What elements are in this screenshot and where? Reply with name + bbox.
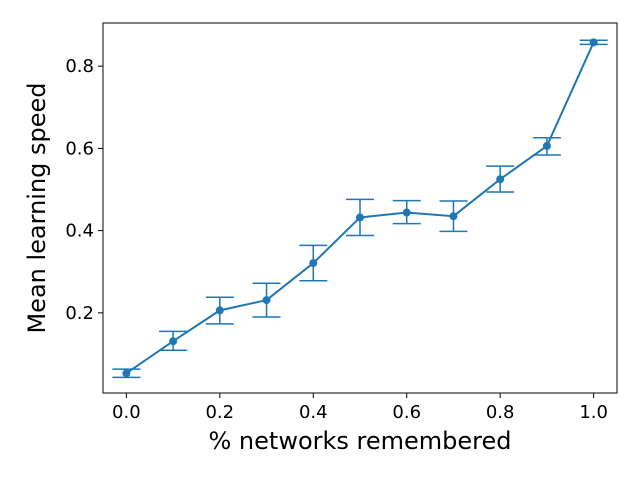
x-axis-label: % networks remembered <box>209 427 512 455</box>
x-tick-label: 0.2 <box>205 402 234 423</box>
x-tick-label: 1.0 <box>579 402 608 423</box>
data-point <box>122 369 131 378</box>
data-point <box>402 208 411 217</box>
x-tick-label: 0.0 <box>112 402 141 423</box>
data-point <box>496 175 505 184</box>
y-tick-label: 0.8 <box>65 56 94 77</box>
error-bars <box>112 39 608 379</box>
x-tick-label: 0.8 <box>486 402 515 423</box>
data-point <box>215 306 224 315</box>
data-point <box>169 337 178 346</box>
data-point <box>356 213 364 222</box>
series-markers <box>122 38 598 378</box>
plot-frame <box>102 22 618 394</box>
x-tick-label: 0.4 <box>299 402 328 423</box>
x-ticks: 0.0 0.2 0.4 0.6 0.8 1.0 <box>112 393 608 423</box>
data-point <box>589 38 598 47</box>
data-point <box>309 259 318 268</box>
y-tick-label: 0.2 <box>65 303 94 324</box>
y-tick-label: 0.4 <box>65 221 94 242</box>
data-point <box>262 296 271 305</box>
x-tick-label: 0.6 <box>392 402 421 423</box>
y-ticks: 0.2 0.4 0.6 0.8 <box>65 56 103 324</box>
data-point <box>542 141 551 150</box>
y-tick-label: 0.6 <box>65 138 94 159</box>
y-axis-label: Mean learning speed <box>23 82 51 333</box>
data-point <box>449 212 458 221</box>
